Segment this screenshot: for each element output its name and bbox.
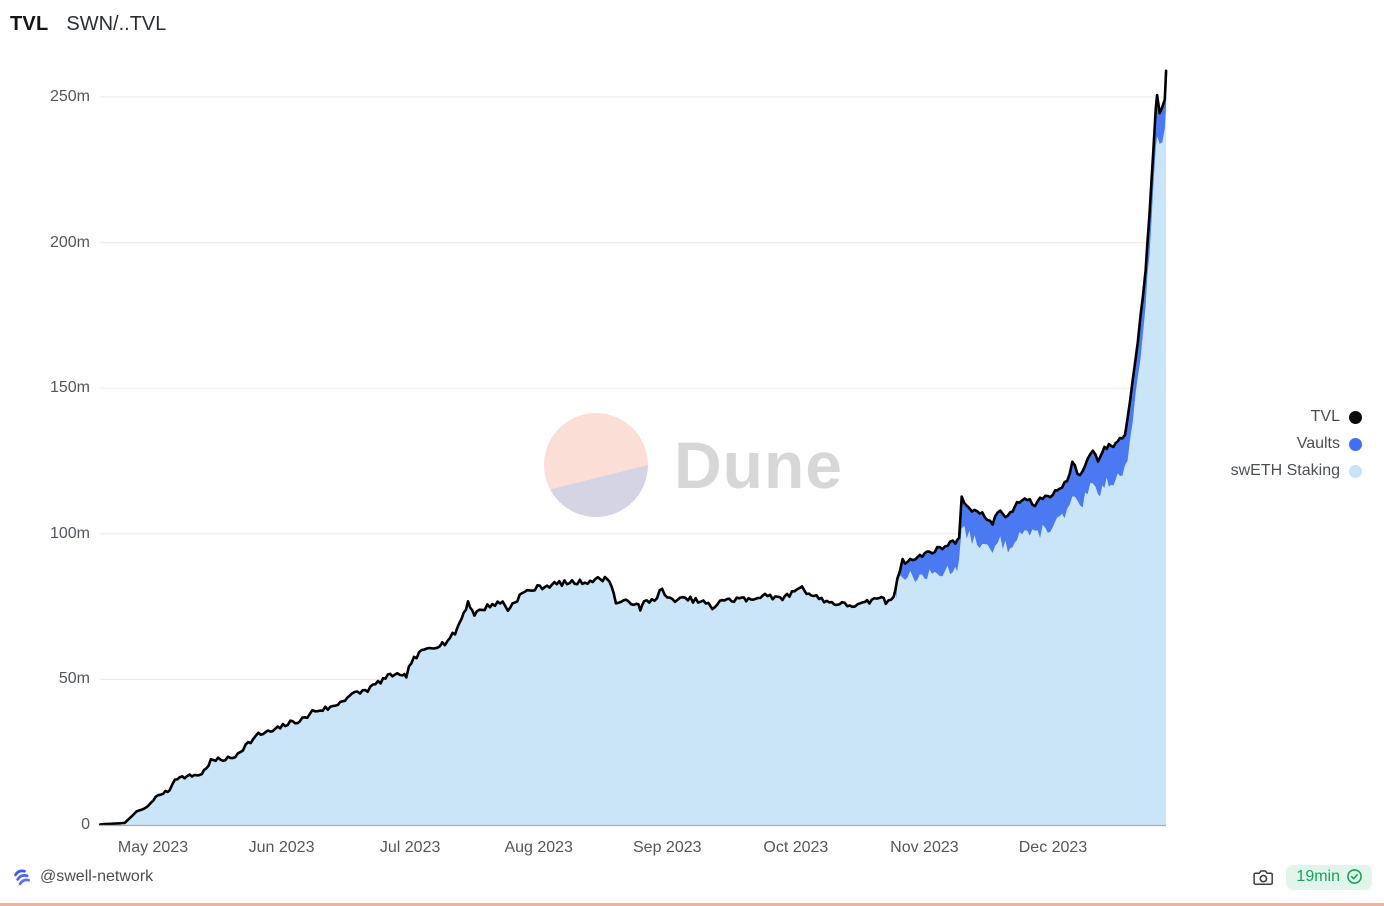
tvl-legend-dot-icon — [1349, 410, 1362, 424]
author-handle: @swell-network — [40, 868, 154, 885]
y-tick-label: 250m — [49, 88, 90, 105]
x-tick-label: Nov 2023 — [890, 839, 959, 856]
footer: @swell-network 19min — [0, 860, 1384, 894]
y-tick-label: 200m — [49, 233, 90, 251]
query-age-badge[interactable]: 19min — [1286, 864, 1372, 890]
y-tick-label: 100m — [49, 524, 90, 542]
camera-screenshot-button[interactable] — [1253, 868, 1274, 887]
y-tick-label: 0 — [81, 816, 90, 833]
legend-item-tvl[interactable]: TVL — [1311, 408, 1362, 426]
x-tick-label: May 2023 — [117, 839, 189, 856]
tvl-line[interactable] — [99, 69, 1168, 826]
bottom-accent-bar — [0, 903, 1384, 906]
legend-item-vaults[interactable]: Vaults — [1297, 435, 1362, 453]
swell-network-logo-icon — [14, 869, 31, 886]
vaults-area[interactable] — [895, 70, 1167, 600]
legend: TVL Vaults swETH Staking — [1231, 408, 1362, 480]
sweth-staking-area[interactable] — [100, 105, 1167, 825]
legend-label: swETH Staking — [1230, 462, 1340, 479]
vaults-legend-dot-icon — [1349, 437, 1362, 451]
x-tick-label: Oct 2023 — [763, 839, 829, 856]
author-link[interactable]: @swell-network — [12, 867, 153, 887]
y-tick-label: 50m — [58, 670, 90, 688]
x-tick-label: Aug 2023 — [504, 839, 573, 856]
x-tick-label: Sep 2023 — [633, 839, 702, 856]
legend-item-sweth-staking[interactable]: swETH Staking — [1231, 462, 1362, 480]
verified-check-icon — [1347, 869, 1362, 884]
chart-header: TVL SWN/..TVL — [10, 13, 166, 36]
footer-actions: 19min — [1253, 864, 1372, 890]
y-tick-label: 150m — [49, 379, 90, 397]
chart-subtitle: SWN/..TVL — [66, 13, 167, 35]
chart-title: TVL — [10, 13, 49, 35]
sweth-legend-dot-icon — [1349, 464, 1362, 478]
x-tick-label: Jul 2023 — [379, 839, 441, 856]
legend-label: Vaults — [1296, 435, 1340, 452]
x-tick-label: Dec 2023 — [1018, 839, 1088, 856]
x-tick-label: Jun 2023 — [248, 839, 315, 856]
query-age-text: 19min — [1296, 867, 1340, 885]
legend-label: TVL — [1310, 408, 1340, 425]
